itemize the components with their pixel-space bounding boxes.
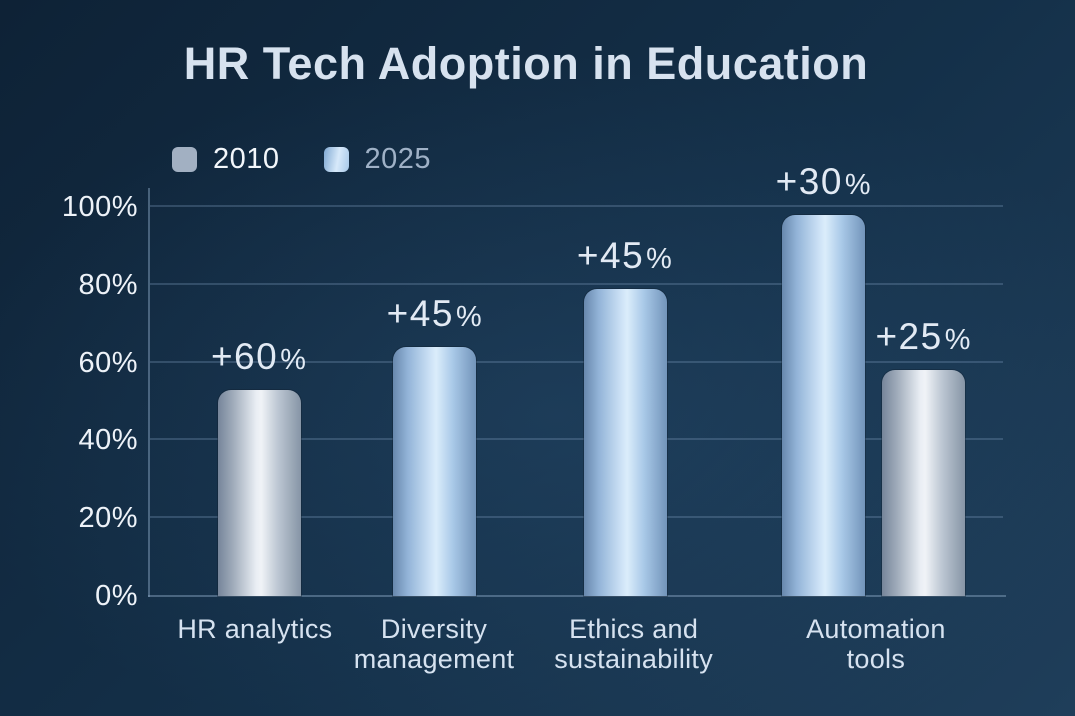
gridline-20 <box>150 516 1003 519</box>
annotation-percent-sign: % <box>280 343 308 376</box>
x-axis-baseline <box>148 595 1006 597</box>
annotation-automation-tools-2025: +30% <box>776 163 872 200</box>
bar-automation-tools-2025 <box>782 214 866 596</box>
x-label-ethics-and-sustainability: Ethics and sustainability <box>554 614 714 674</box>
y-tick-label-80: 80% <box>78 268 138 301</box>
x-label-diversity-management: Diversity management <box>353 614 515 674</box>
y-tick-label-100: 100% <box>61 191 138 223</box>
y-tick-label-60: 60% <box>78 346 138 379</box>
annotation-ethics-and-sustainability-2025: +45% <box>577 237 673 274</box>
legend-label-2025: 2025 <box>364 143 432 175</box>
legend-swatch-2010 <box>172 147 197 172</box>
plot-area: +60% +45% +45% +30% +25% <box>150 163 1003 596</box>
annotation-value: +60 <box>210 335 279 377</box>
annotation-value: +45 <box>576 234 645 276</box>
legend-item-2010: 2010 <box>172 143 280 176</box>
chart-title: HR Tech Adoption in Education <box>183 38 869 89</box>
annotation-hr-analytics-2010: +60% <box>211 338 307 375</box>
legend-swatch-2025 <box>323 147 349 172</box>
gridline-100 <box>150 205 1003 207</box>
bar-ethics-and-sustainability-2025 <box>583 288 667 596</box>
y-tick-label-0: 0% <box>95 580 138 612</box>
y-tick-label-20: 20% <box>78 502 138 535</box>
annotation-diversity-management-2025: +45% <box>387 295 483 332</box>
x-label-hr-analytics: HR analytics <box>177 614 333 644</box>
bar-automation-tools-2010 <box>882 370 966 596</box>
annotation-value: +45 <box>386 293 454 335</box>
legend-item-2025: 2025 <box>323 143 432 176</box>
legend: 2010 2025 <box>172 143 431 176</box>
annotation-percent-sign: % <box>646 242 674 275</box>
x-axis-labels: HR analytics Diversity management Ethics a… <box>150 614 1003 704</box>
x-label-automation-tools: Automation tools <box>806 614 946 674</box>
y-tick-label-40: 40% <box>78 424 138 457</box>
gridline-40 <box>150 438 1003 441</box>
annotation-percent-sign: % <box>455 301 484 334</box>
bar-diversity-management-2025 <box>393 347 477 596</box>
annotation-percent-sign: % <box>844 168 873 201</box>
annotation-value: +25 <box>875 316 943 358</box>
gridline-80 <box>150 282 1003 285</box>
annotation-percent-sign: % <box>944 324 972 357</box>
annotation-value: +30 <box>775 160 843 202</box>
annotation-automation-tools-2010: +25% <box>875 318 971 355</box>
y-axis-ticks: 0% 20% 40% 60% 80% 100% <box>30 0 138 716</box>
legend-label-2010: 2010 <box>213 143 280 175</box>
gridline-60 <box>150 360 1003 363</box>
y-axis-line <box>148 188 150 597</box>
bar-hr-analytics-2010 <box>217 389 301 596</box>
